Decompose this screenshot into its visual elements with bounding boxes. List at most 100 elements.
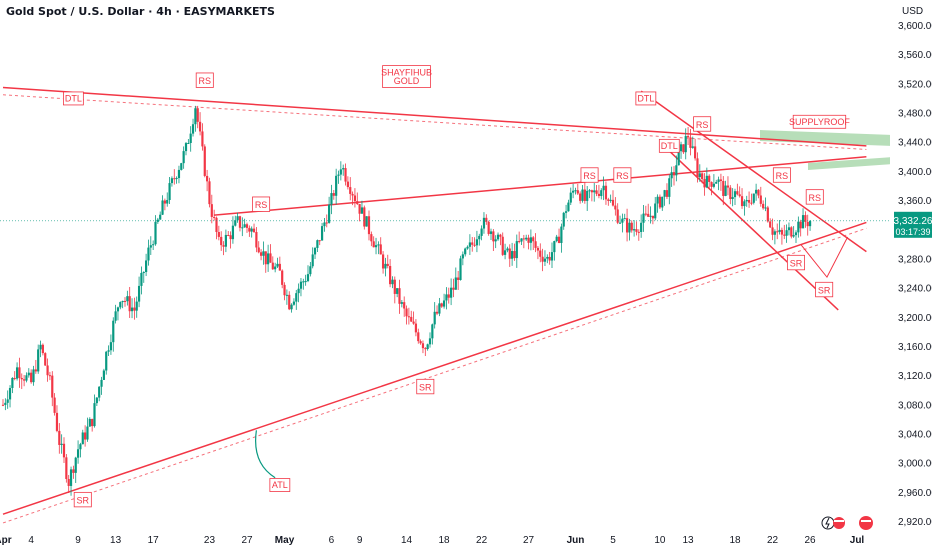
x-tick-label: 22 [767, 535, 779, 546]
annotation-box [658, 138, 680, 153]
candle-body [267, 253, 270, 265]
tradingview-logo-icon [859, 516, 873, 530]
candle-body [119, 302, 122, 308]
candle-body [170, 178, 174, 184]
candle-body [163, 200, 166, 204]
candle-body [745, 199, 748, 202]
candle-body [20, 377, 23, 380]
candle-body [23, 379, 26, 381]
annotation-text: SHAYFIHUB [381, 67, 432, 77]
candle-body [651, 215, 654, 219]
candle-body [480, 228, 483, 236]
trendline-dtl [2, 86, 867, 147]
candle-body [797, 221, 800, 233]
candle-body [417, 332, 420, 342]
candle-body [705, 175, 708, 188]
candle-body [546, 256, 549, 259]
annotation-box [635, 91, 657, 106]
x-tick-label: 17 [148, 535, 160, 546]
atl-connector [255, 430, 276, 479]
candle-body [618, 222, 622, 224]
candle-body [231, 225, 235, 240]
annotation-box [269, 478, 291, 492]
candle-body [358, 204, 361, 214]
candle-body [154, 221, 157, 245]
candle-body [374, 245, 378, 248]
supply-band-lower [808, 157, 893, 170]
candle-body [37, 349, 40, 372]
candle-body [114, 311, 117, 321]
candle-body [581, 189, 584, 201]
candle-body [180, 163, 183, 170]
candle-body [743, 201, 746, 207]
candle-body [607, 199, 610, 201]
candle-body [424, 348, 427, 350]
candle-body [684, 136, 687, 153]
candle-body [381, 254, 385, 269]
candle-body [126, 296, 129, 302]
candle-body [475, 239, 479, 246]
price-axis-bg [890, 0, 932, 550]
candle-body [534, 241, 537, 248]
candle-body [81, 432, 84, 445]
candle-body [325, 222, 328, 224]
candle-body [297, 288, 300, 294]
candle-body [644, 213, 647, 215]
annotation-supplyroof: SUPPLYROOF [789, 114, 850, 129]
candle-body [766, 207, 769, 222]
candle-body [213, 216, 216, 218]
annotation-text: RS [809, 193, 822, 203]
candle-body [487, 221, 490, 234]
candle-body [717, 179, 720, 182]
candle-body [346, 181, 349, 188]
candle-body [672, 172, 676, 176]
candle-body [694, 146, 697, 159]
x-tick-label: Jun [567, 535, 585, 546]
candle-body [719, 179, 723, 182]
y-tick-label: 3,280.00 [898, 254, 932, 265]
candle-body [513, 251, 516, 259]
candle-body [252, 228, 256, 233]
candle-body [806, 221, 809, 227]
candle-body [290, 304, 293, 310]
candle-body [708, 175, 711, 182]
candle-body [539, 250, 542, 257]
candle-body [72, 469, 75, 473]
candle-body [328, 204, 331, 223]
candle-body [414, 323, 418, 333]
candle-body [353, 195, 357, 202]
candle-body [98, 386, 101, 398]
annotation-rs: RS [693, 116, 712, 132]
current-price-value: 3,332.26 [894, 216, 932, 227]
candle-body [466, 246, 469, 249]
annotation-text: SR [419, 383, 432, 393]
candle-body [283, 284, 286, 296]
candle-body [76, 449, 80, 458]
candle-body [597, 193, 601, 197]
candle-body [116, 307, 120, 312]
candle-body [682, 144, 685, 153]
candle-body [215, 217, 218, 233]
candle-body [32, 369, 35, 383]
x-tick-label: 4 [28, 535, 34, 546]
flash-icon [821, 516, 835, 530]
candle-body [332, 193, 335, 196]
x-tick-label: 6 [329, 535, 335, 546]
candle-body [288, 294, 291, 310]
candle-body [156, 219, 159, 222]
candle-body [494, 239, 497, 242]
candle-body [259, 252, 263, 256]
annotation-sr: SR [73, 491, 92, 508]
candle-body [541, 256, 544, 262]
annotation-text: GOLD [394, 76, 420, 86]
candle-body [8, 387, 12, 400]
candle-body [255, 232, 258, 248]
annotation-text: DTL [65, 94, 82, 104]
candle-body [562, 212, 565, 227]
currency-label: USD [902, 6, 923, 17]
annotation-box [252, 196, 271, 212]
candle-body [69, 469, 73, 486]
candle-body [574, 190, 577, 192]
candle-body [25, 375, 28, 381]
